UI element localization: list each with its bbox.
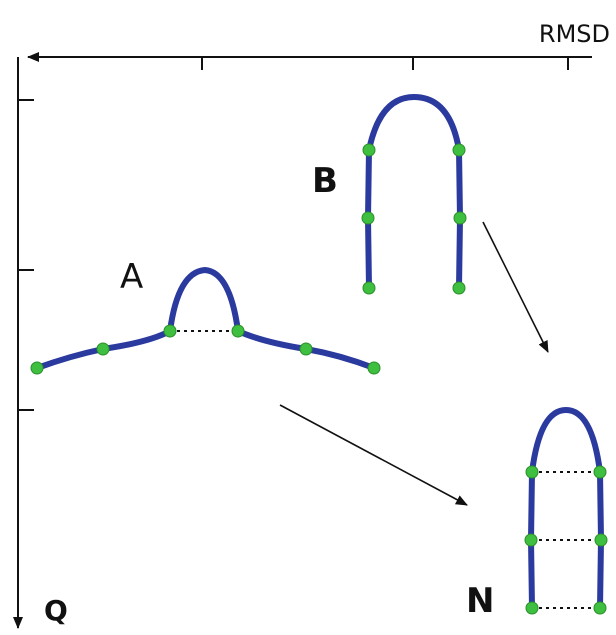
chain xyxy=(528,407,604,611)
residue xyxy=(525,601,539,615)
arrow xyxy=(279,404,468,506)
residue xyxy=(452,143,466,157)
residue xyxy=(96,342,110,356)
residue xyxy=(231,324,245,338)
chain xyxy=(365,94,463,291)
structure-label: B xyxy=(312,161,338,201)
arrow xyxy=(482,221,549,353)
residue xyxy=(525,465,539,479)
residue xyxy=(594,533,608,547)
residue xyxy=(593,465,607,479)
structure-n: N xyxy=(466,407,608,621)
residue xyxy=(593,601,607,615)
x-axis-label: RMSD xyxy=(539,20,610,48)
residue xyxy=(524,533,538,547)
chain xyxy=(34,267,377,371)
residue xyxy=(299,342,313,356)
structure-a: A xyxy=(30,257,381,375)
y-axis-label: Q xyxy=(44,594,68,627)
residue xyxy=(362,143,376,157)
residue xyxy=(361,211,375,225)
residue xyxy=(163,324,177,338)
axes: RMSD Q xyxy=(13,20,610,629)
structure-b: B xyxy=(312,94,467,295)
residue xyxy=(30,361,44,375)
residue xyxy=(367,361,381,375)
residue xyxy=(452,281,466,295)
residue xyxy=(453,211,467,225)
structure-label: A xyxy=(120,257,143,297)
residue xyxy=(362,281,376,295)
structure-label: N xyxy=(466,581,494,621)
